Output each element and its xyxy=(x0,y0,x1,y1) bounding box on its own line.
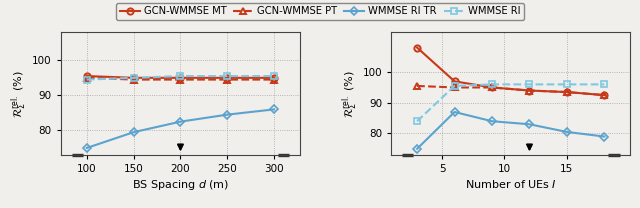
X-axis label: Number of UEs $I$: Number of UEs $I$ xyxy=(465,178,557,190)
Legend: GCN-WMMSE MT, GCN-WMMSE PT, WMMSE RI TR, WMMSE RI: GCN-WMMSE MT, GCN-WMMSE PT, WMMSE RI TR,… xyxy=(116,3,524,20)
Y-axis label: $\mathcal{R}_{\Sigma}^{\mathrm{rel.}}$ (%): $\mathcal{R}_{\Sigma}^{\mathrm{rel.}}$ (… xyxy=(10,70,29,118)
Y-axis label: $\mathcal{R}_{\Sigma}^{\mathrm{rel.}}$ (%): $\mathcal{R}_{\Sigma}^{\mathrm{rel.}}$ (… xyxy=(340,70,360,118)
X-axis label: BS Spacing $d$ (m): BS Spacing $d$ (m) xyxy=(132,178,229,192)
